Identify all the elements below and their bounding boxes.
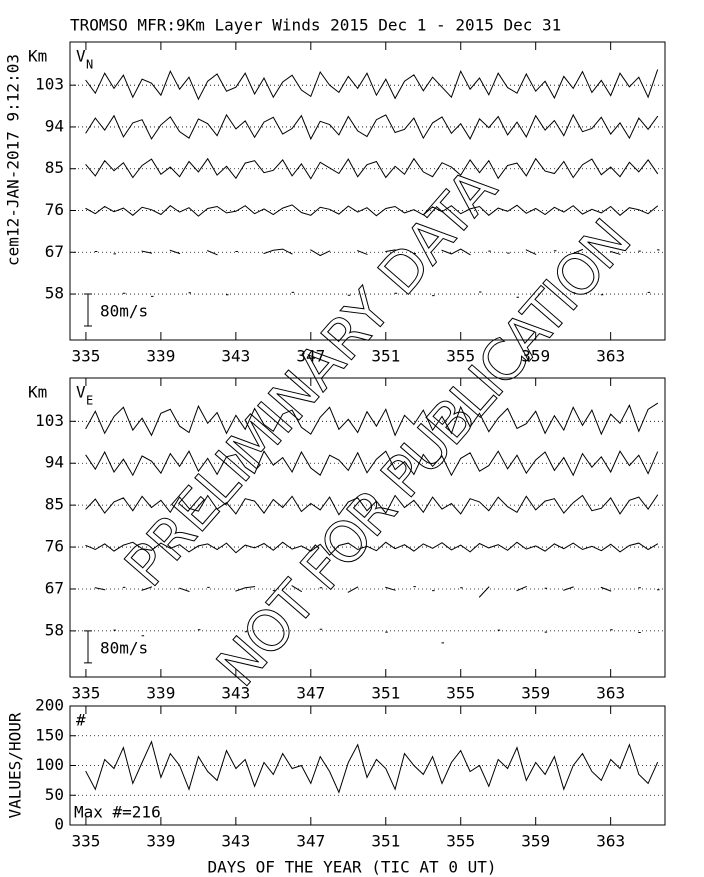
trace xyxy=(122,291,651,298)
y-tick-label: 58 xyxy=(45,620,64,639)
x-tick-label: 359 xyxy=(521,684,550,703)
component-subscript: N xyxy=(86,58,93,72)
y-tick-label: 76 xyxy=(45,537,64,556)
scale-bar xyxy=(84,293,92,327)
scale-bar xyxy=(84,630,92,664)
x-tick-label: 339 xyxy=(146,347,175,366)
trace xyxy=(85,494,659,516)
trace xyxy=(94,248,660,257)
annotation: # xyxy=(76,711,86,730)
x-tick-label: 343 xyxy=(221,684,250,703)
trace xyxy=(113,628,641,644)
y-axis-label: VALUES/HOUR xyxy=(6,712,25,818)
x-tick-label: 351 xyxy=(371,347,400,366)
y-tick-label: 103 xyxy=(35,75,64,94)
y-tick-label: 103 xyxy=(35,411,64,430)
trace xyxy=(85,204,659,217)
y-tick-label: 85 xyxy=(45,495,64,514)
scale-bar-label: 80m/s xyxy=(100,638,148,657)
x-tick-label: 351 xyxy=(371,684,400,703)
x-tick-label: 339 xyxy=(146,832,175,851)
y-tick-label: 67 xyxy=(45,242,64,261)
x-tick-label: 343 xyxy=(221,832,250,851)
y-tick-label: 76 xyxy=(45,200,64,219)
y-tick-label: 67 xyxy=(45,578,64,597)
trace xyxy=(85,402,659,437)
chart-title: TROMSO MFR:9Km Layer Winds 2015 Dec 1 - … xyxy=(70,16,561,35)
x-tick-label: 359 xyxy=(521,347,550,366)
x-tick-label: 347 xyxy=(296,832,325,851)
y-tick-label: 0 xyxy=(54,815,64,834)
trace xyxy=(85,69,659,101)
y-tick-label: 150 xyxy=(35,725,64,744)
x-tick-label: 343 xyxy=(221,347,250,366)
component-subscript: E xyxy=(86,394,93,408)
max-note: Max #=216 xyxy=(74,803,161,822)
y-axis-label: Km xyxy=(28,383,47,402)
y-tick-label: 200 xyxy=(35,696,64,715)
trace xyxy=(85,450,659,477)
scale-bar-label: 80m/s xyxy=(100,302,148,321)
x-tick-label: 347 xyxy=(296,684,325,703)
y-tick-label: 100 xyxy=(35,755,64,774)
x-tick-label: 335 xyxy=(71,347,100,366)
x-tick-label: 363 xyxy=(596,684,625,703)
x-tick-label: 363 xyxy=(596,347,625,366)
y-axis-label: Km xyxy=(28,47,47,66)
x-tick-label: 335 xyxy=(71,832,100,851)
trace xyxy=(85,740,659,794)
x-tick-label: 355 xyxy=(446,684,475,703)
y-tick-label: 50 xyxy=(45,785,64,804)
trace xyxy=(85,157,659,180)
plots: 335 339 343 347 351 355 359 363 58 67 76 85 94 103 Km V… xyxy=(6,41,666,851)
x-tick-label: 347 xyxy=(296,347,325,366)
x-axis-label: DAYS OF THE YEAR (TIC AT 0 UT) xyxy=(208,858,497,877)
trace xyxy=(85,541,659,556)
x-tick-label: 363 xyxy=(596,832,625,851)
component-label: V xyxy=(76,383,86,402)
x-tick-label: 359 xyxy=(521,832,550,851)
x-tick-label: 351 xyxy=(371,832,400,851)
timestamp: cem12-JAN-2017 9:12:03 xyxy=(4,54,23,266)
component-label: V xyxy=(76,47,86,66)
x-tick-label: 339 xyxy=(146,684,175,703)
x-tick-label: 335 xyxy=(71,684,100,703)
plot-frame xyxy=(69,377,666,678)
y-tick-label: 58 xyxy=(45,284,64,303)
trace xyxy=(94,585,660,598)
y-tick-label: 94 xyxy=(45,116,64,135)
x-tick-label: 355 xyxy=(446,832,475,851)
plot-frame xyxy=(69,41,666,341)
y-tick-label: 94 xyxy=(45,453,64,472)
y-tick-label: 85 xyxy=(45,158,64,177)
x-tick-label: 355 xyxy=(446,347,475,366)
trace xyxy=(85,113,659,141)
